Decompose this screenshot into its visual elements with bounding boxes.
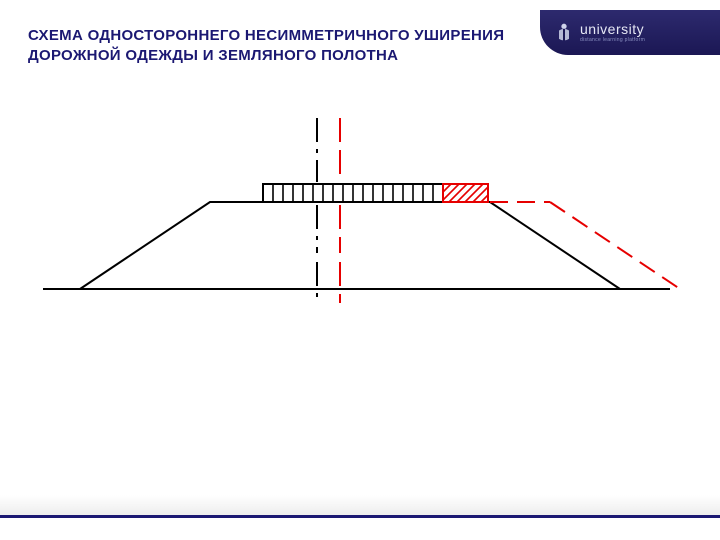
university-logo-icon — [554, 22, 574, 44]
slide-title: СХЕМА ОДНОСТОРОННЕГО НЕСИММЕТРИЧНОГО УШИ… — [28, 26, 520, 67]
logo-main-text: university — [580, 22, 645, 36]
footer-shadow — [0, 495, 720, 515]
logo-text: university distance learning platform — [580, 22, 645, 43]
logo-sub-text: distance learning platform — [580, 38, 645, 43]
footer-line — [0, 515, 720, 518]
cross-section-diagram — [20, 110, 700, 390]
header-brand-band: university distance learning platform — [540, 10, 720, 55]
